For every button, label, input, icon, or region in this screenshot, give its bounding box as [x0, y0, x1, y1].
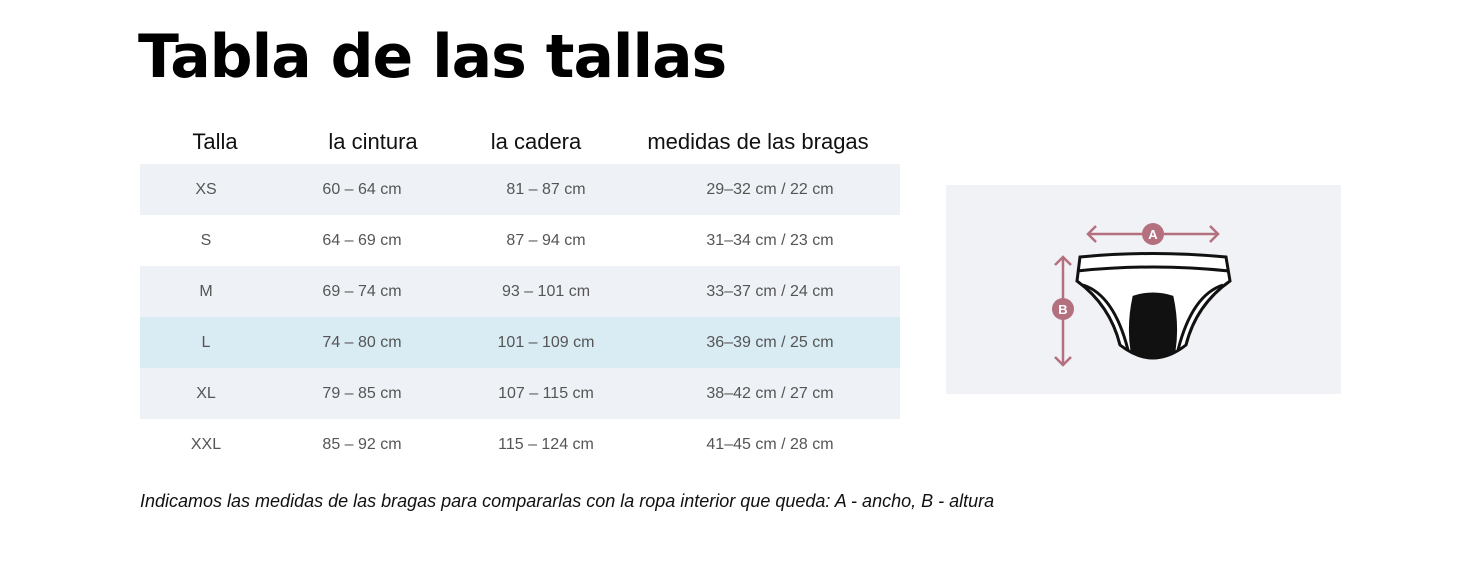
table-cell: 85 – 92 cm — [322, 435, 402, 453]
table-row: S 64 – 69 cm 87 – 94 cm 31–34 cm / 23 cm — [140, 215, 900, 266]
table-cell: 101 – 109 cm — [497, 333, 595, 351]
label-b: B — [1058, 302, 1067, 317]
table-cell: 64 – 69 cm — [322, 231, 402, 249]
table-cell: XS — [195, 180, 217, 198]
column-header: la cintura — [328, 129, 418, 154]
footnote: Indicamos las medidas de las bragas para… — [140, 491, 995, 511]
table-cell: XXL — [190, 435, 222, 453]
table-row: L 74 – 80 cm 101 – 109 cm 36–39 cm / 25 cm — [140, 317, 900, 368]
table-row: XXL 85 – 92 cm 115 – 124 cm 41–45 cm / 28 c… — [140, 419, 900, 470]
title: Tabla de las tallas — [138, 22, 727, 92]
table-cell: L — [201, 333, 211, 351]
table-cell: 74 – 80 cm — [322, 333, 402, 351]
table-cell: 81 – 87 cm — [506, 180, 586, 198]
label-a: A — [1148, 227, 1158, 242]
table-cell: 107 – 115 cm — [498, 384, 594, 402]
diagram: A B — [946, 185, 1341, 394]
table-cell: 41–45 cm / 28 cm — [706, 435, 834, 453]
table-cell: M — [199, 282, 213, 300]
size-table: Talla la cintura la cadera medidas de las b… — [140, 120, 900, 470]
table-cell: 115 – 124 cm — [498, 435, 594, 453]
column-header: medidas de las bragas — [647, 129, 869, 154]
column-header: la cadera — [490, 129, 582, 154]
table-cell: XL — [196, 384, 216, 402]
table-body: XS 60 – 64 cm 81 – 87 cm 29–32 cm / 22 cm S 6… — [140, 164, 900, 470]
table-cell: 93 – 101 cm — [501, 282, 591, 300]
table-cell: 60 – 64 cm — [322, 180, 402, 198]
table-row: XL 79 – 85 cm 107 – 115 cm 38–42 cm / 27 cm — [140, 368, 900, 419]
table-cell: 69 – 74 cm — [322, 282, 402, 300]
table-row: XS 60 – 64 cm 81 – 87 cm 29–32 cm / 22 cm — [140, 164, 900, 215]
table-cell: S — [200, 231, 212, 249]
table-cell: 79 – 85 cm — [322, 384, 402, 402]
table-cell: 29–32 cm / 22 cm — [706, 180, 834, 198]
table-cell: 87 – 94 cm — [506, 231, 586, 249]
table-cell: 38–42 cm / 27 cm — [706, 384, 834, 402]
column-header: Talla — [192, 129, 238, 154]
table-cell: 33–37 cm / 24 cm — [706, 282, 834, 300]
table-cell: 36–39 cm / 25 cm — [706, 333, 834, 351]
table-row: M 69 – 74 cm 93 – 101 cm 33–37 cm / 24 cm — [140, 266, 900, 317]
header-row: Talla la cintura la cadera medidas de las b… — [140, 120, 900, 164]
table-cell: 31–34 cm / 23 cm — [706, 231, 834, 249]
